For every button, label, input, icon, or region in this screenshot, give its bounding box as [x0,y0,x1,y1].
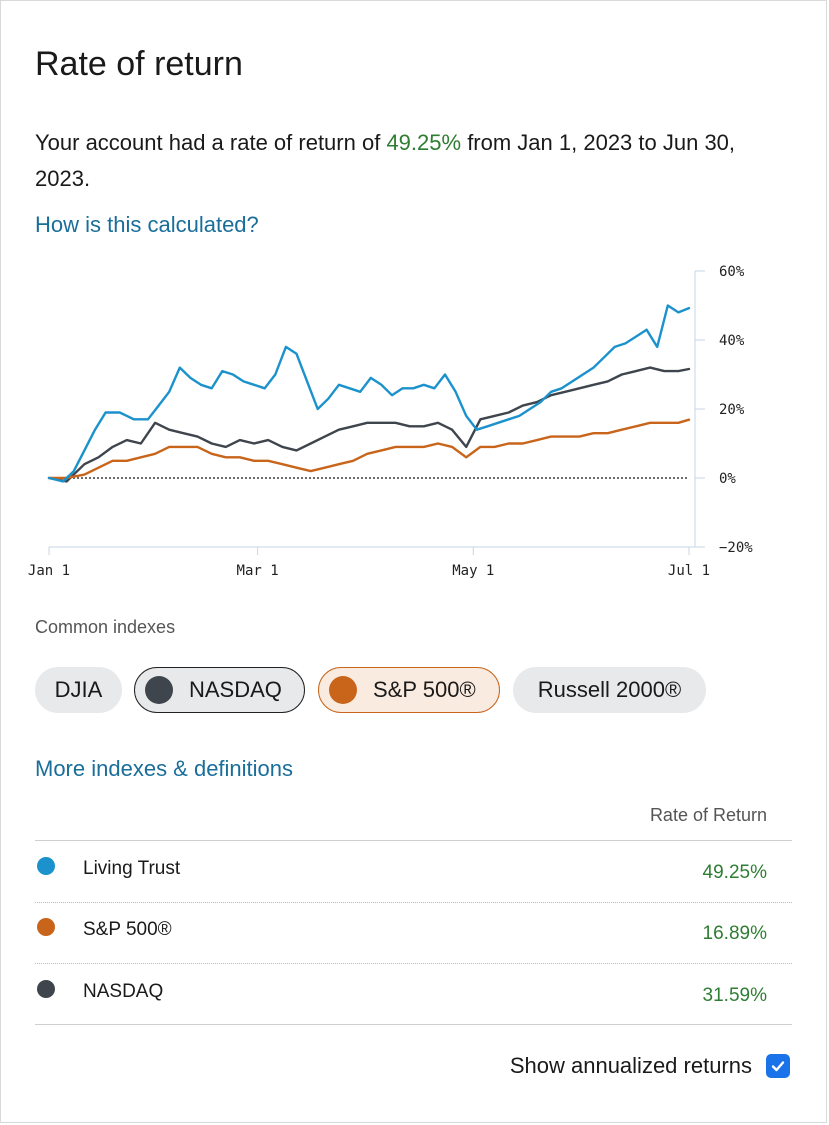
chip-nasdaq-label: NASDAQ [189,677,282,702]
more-indexes-link[interactable]: More indexes & definitions [35,756,294,781]
return-summary: Your account had a rate of return of 49.… [35,125,795,197]
rate-of-return-column-header: Rate of Return [649,805,767,825]
chip-sp500[interactable]: S&P 500® [318,667,500,713]
row-divider [35,963,792,964]
series-line-2 [47,304,691,483]
chip-russell-2000[interactable]: Russell 2000® [513,667,706,713]
common-indexes-label: Common indexes [35,617,176,637]
summary-suffix: from Jan 1, 2023 to Jun 30, 2023. [35,130,736,191]
page-title: Rate of return [35,45,243,83]
chip-djia-label: DJIA [54,677,103,702]
annualized-returns-toggle: Show annualized returns [510,1053,790,1079]
row-divider [35,902,792,903]
x-tick-label: May 1 [452,563,494,579]
x-tick-label: Mar 1 [237,563,279,579]
sp500-row-dot-icon [37,918,55,936]
summary-prefix: Your account had a rate of return of [35,130,381,155]
y-tick-label: −20% [719,540,753,556]
table-header-divider [35,840,792,841]
chip-russell-label: Russell 2000® [537,677,682,702]
x-tick-label: Jul 1 [668,563,710,579]
nasdaq-row-dot-icon [37,980,55,998]
table-row-name: Living Trust [83,858,181,879]
how-calculated-link[interactable]: How is this calculated? [35,212,259,237]
chart-tick-labels: 60% 40% 20% 0% −20% Jan 1 Mar 1 May 1 Jul 1 [28,264,753,579]
return-chart: 60% 40% 20% 0% −20% Jan 1 Mar 1 May 1 Jul 1 [28,264,753,579]
table-row-value: 49.25% [702,862,767,883]
y-tick-label: 0% [719,471,736,487]
table-row-name: NASDAQ [83,981,164,1002]
table-row-value: 16.89% [702,923,767,944]
chip-sp500-label: S&P 500® [373,677,476,702]
y-tick-label: 40% [719,333,745,349]
chip-djia[interactable]: DJIA [35,667,122,713]
series-line-1 [47,418,691,480]
chart-series [47,304,691,483]
series-line-0 [47,366,691,483]
table-row-value: 31.59% [702,985,767,1006]
nasdaq-dot-icon [145,676,173,704]
chip-nasdaq[interactable]: NASDAQ [134,667,305,713]
sp500-dot-icon [329,676,357,704]
summary-rate: 49.25% [386,130,462,155]
living-trust-dot-icon [37,857,55,875]
y-tick-label: 20% [719,402,745,418]
annualized-returns-label: Show annualized returns [509,1053,752,1078]
table-row-name: S&P 500® [83,919,172,940]
chart-axes [48,270,705,555]
table-bottom-divider [35,1024,792,1025]
annualized-returns-checkbox[interactable] [766,1054,790,1078]
x-tick-label: Jan 1 [28,563,70,579]
checkmark-icon [771,1061,785,1072]
y-tick-label: 60% [719,264,745,280]
